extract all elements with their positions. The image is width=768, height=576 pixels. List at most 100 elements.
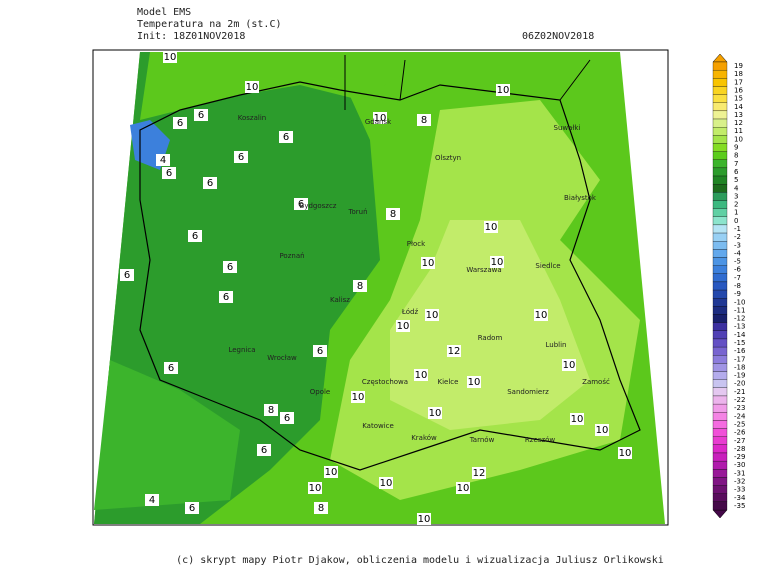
contour-label: 10 xyxy=(352,392,365,403)
contour-label-box xyxy=(417,513,431,525)
colorbar-label: -12 xyxy=(734,315,745,323)
contour-label: 6 xyxy=(283,132,289,143)
contour-label: 10 xyxy=(418,514,431,525)
contour-label-box xyxy=(194,109,208,121)
contour-label: 6 xyxy=(238,152,244,163)
contour-label: 6 xyxy=(227,262,233,273)
colorbar-swatch xyxy=(712,493,728,503)
colorbar-swatch xyxy=(712,257,728,266)
warmest-region xyxy=(390,220,590,430)
model-label: Model EMS xyxy=(137,7,191,18)
colorbar-swatch xyxy=(712,61,728,71)
colorbar-swatch xyxy=(712,379,728,388)
colorbar-label: 6 xyxy=(734,168,739,176)
contour-label-box xyxy=(396,320,410,332)
city-label: Płock xyxy=(407,240,426,248)
contour-label-box xyxy=(447,345,461,357)
colorbar-swatch xyxy=(712,330,728,340)
colorbar-swatch xyxy=(712,102,728,112)
contour-label-box xyxy=(163,51,177,63)
colorbar-swatch xyxy=(712,322,728,331)
colorbar-label: -11 xyxy=(734,306,745,314)
colorbar-label: -17 xyxy=(734,355,745,363)
colorbar-label: 10 xyxy=(734,135,743,143)
city-label: Legnica xyxy=(228,346,255,354)
colorbar-swatch xyxy=(712,143,728,152)
contour-label: 8 xyxy=(268,405,274,416)
colorbar-label: -13 xyxy=(734,323,745,331)
city-label: Radom xyxy=(478,334,503,342)
contour-label-box xyxy=(490,256,504,268)
contour-label-box xyxy=(145,494,159,506)
colorbar-label: 1 xyxy=(734,209,738,217)
colorbar-label: -32 xyxy=(734,477,745,485)
colorbar-label: -23 xyxy=(734,404,745,412)
colorbar-swatch xyxy=(712,273,728,283)
colorbar-swatch xyxy=(712,78,728,87)
contour-label-box xyxy=(417,114,431,126)
city-label: Wrocław xyxy=(267,354,297,362)
colorbar-swatch xyxy=(712,298,728,307)
contour-label: 4 xyxy=(149,495,155,506)
city-label: Siedlce xyxy=(535,262,560,270)
contour-label: 10 xyxy=(485,222,498,233)
contour-label-box xyxy=(570,413,584,425)
colorbar-label: 0 xyxy=(734,217,738,225)
colorbar-label: 17 xyxy=(734,78,743,86)
contour-label: 10 xyxy=(325,467,338,478)
city-label: Opole xyxy=(310,388,331,396)
colorbar-swatch xyxy=(712,151,728,160)
colorbar-label: -2 xyxy=(734,233,741,241)
colorbar-swatch xyxy=(712,355,728,364)
colorbar-label: 14 xyxy=(734,103,743,111)
contour-label-box xyxy=(595,424,609,436)
colorbar-swatch xyxy=(712,265,728,274)
colorbar-swatch xyxy=(712,306,728,315)
colorbar-swatch xyxy=(712,403,728,413)
contour-label: 10 xyxy=(246,82,259,93)
colorbar-label: 5 xyxy=(734,176,738,184)
contour-label-box xyxy=(294,198,308,210)
colorbar-swatch xyxy=(712,69,728,79)
contour-label: 6 xyxy=(223,292,229,303)
city-label: Olsztyn xyxy=(435,154,461,162)
city-label: Sandomierz xyxy=(507,388,549,396)
colorbar-label: -16 xyxy=(734,347,746,355)
contour-label-box xyxy=(162,167,176,179)
colorbar-label: -14 xyxy=(734,331,746,339)
contour-label-box xyxy=(484,221,498,233)
contour-label-box xyxy=(279,131,293,143)
colorbar-label: -33 xyxy=(734,486,745,494)
colorbar-swatch xyxy=(712,289,728,299)
colorbar-swatch xyxy=(712,192,728,201)
variable-label: Temperatura na 2m (st.C) xyxy=(137,19,282,30)
contour-label-box xyxy=(428,407,442,419)
colorbar-arrow-bottom xyxy=(712,509,728,519)
contour-label-box xyxy=(496,84,510,96)
colorbar-label: -3 xyxy=(734,241,741,249)
contour-label-box xyxy=(534,309,548,321)
coast xyxy=(344,55,591,110)
colorbar-label: -28 xyxy=(734,445,745,453)
colorbar-label: -21 xyxy=(734,388,745,396)
contour-label: 10 xyxy=(397,321,410,332)
contour-label-box xyxy=(264,404,278,416)
contour-label: 10 xyxy=(164,52,177,63)
contour-label-box xyxy=(414,369,428,381)
colorbar-label: -31 xyxy=(734,469,745,477)
city-label: Kraków xyxy=(411,434,437,442)
colorbar-label: -19 xyxy=(734,372,745,380)
colorbar-swatch xyxy=(712,159,728,169)
contour-label: 10 xyxy=(619,448,632,459)
colorbar-label: 15 xyxy=(734,95,743,103)
colorbar-label: -8 xyxy=(734,282,741,290)
colorbar-swatch xyxy=(712,477,728,486)
contour-label: 10 xyxy=(497,85,510,96)
colorbar-swatch xyxy=(712,346,728,356)
city-label: Łódź xyxy=(401,308,419,316)
city-label: Tarnów xyxy=(469,436,495,444)
colorbar-swatch xyxy=(712,436,728,445)
colorbar-label: -18 xyxy=(734,363,745,371)
